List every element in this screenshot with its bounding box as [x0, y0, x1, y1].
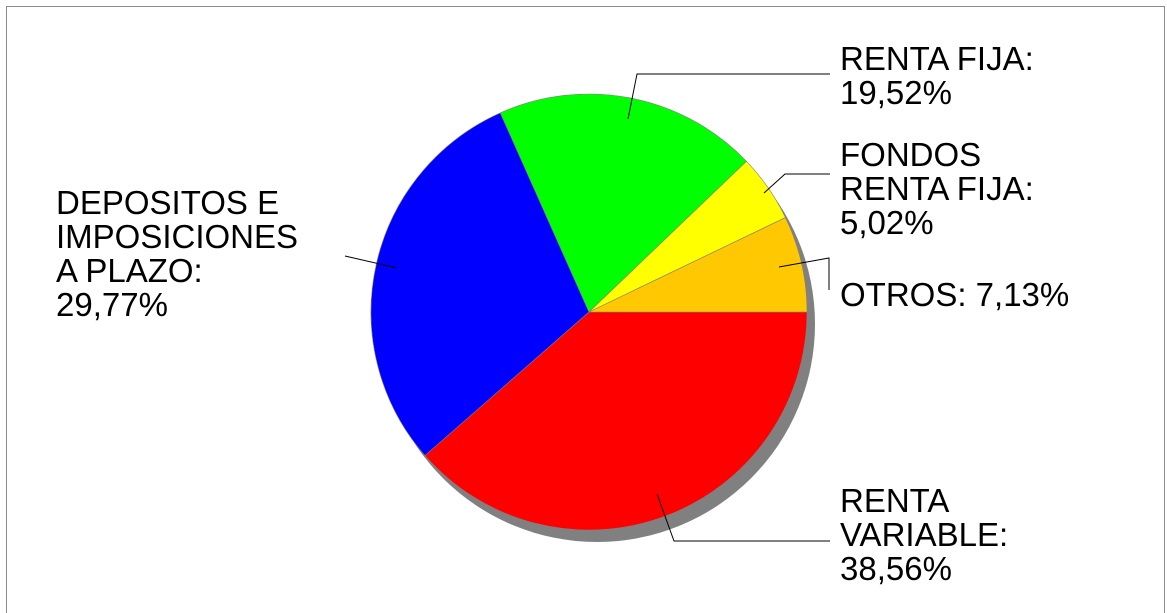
slice-label: OTROS: 7,13%	[840, 276, 1069, 313]
slice-label-line: 38,56%	[840, 550, 952, 587]
leader-line	[344, 255, 398, 269]
slice-label-line: RENTA	[840, 482, 949, 519]
slice-label-line: VARIABLE:	[840, 516, 1008, 553]
slice-label-line: A PLAZO:	[56, 252, 203, 289]
slice-label-line: RENTA FIJA:	[840, 170, 1034, 207]
slice-label-line: DEPOSITOS E	[56, 184, 279, 221]
slice-label-line: OTROS: 7,13%	[840, 276, 1069, 313]
leader-line	[778, 257, 830, 290]
slice-label: RENTA VARIABLE: 38,56%	[840, 482, 1008, 587]
pie-slice	[370, 112, 590, 456]
slice-label-line: 29,77%	[56, 286, 168, 323]
slice-label-line: 19,52%	[840, 74, 952, 111]
leader-line	[627, 73, 830, 120]
pie-slice	[588, 217, 808, 313]
slice-label-line: 5,02%	[840, 204, 934, 241]
pie-slice	[499, 93, 747, 313]
leader-line	[763, 173, 830, 194]
slice-label: FONDOS RENTA FIJA: 5,02%	[840, 136, 1034, 241]
slice-label: DEPOSITOS E IMPOSICIONES A PLAZO: 29,77%	[56, 184, 298, 323]
slice-label-line: IMPOSICIONES	[56, 218, 298, 255]
slice-label: RENTA FIJA: 19,52%	[840, 40, 1034, 111]
pie-slice	[424, 311, 808, 531]
slice-label-line: RENTA FIJA:	[840, 40, 1034, 77]
leader-line	[656, 493, 830, 542]
slice-label-line: FONDOS	[840, 136, 981, 173]
